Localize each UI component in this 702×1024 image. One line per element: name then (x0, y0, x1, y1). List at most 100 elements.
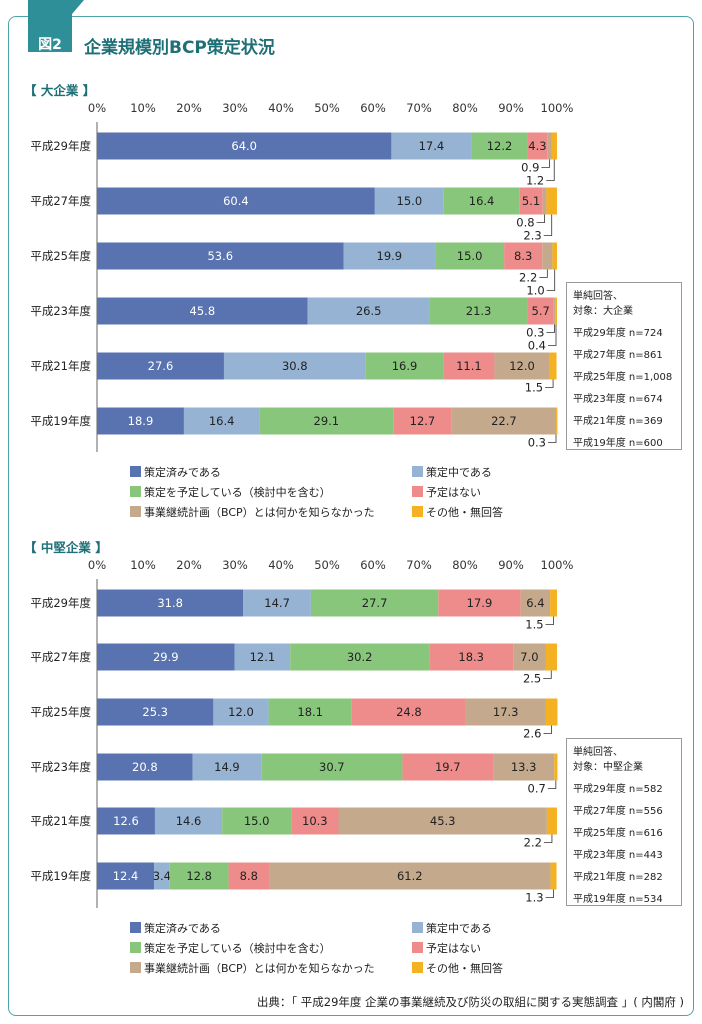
bar-segment (429, 643, 514, 671)
bar-segment (429, 297, 528, 325)
figure-label: 図2 (38, 37, 62, 53)
data-label: 5.1 (522, 194, 540, 208)
data-label: 53.6 (207, 249, 233, 263)
category-label: 平成19年度 (30, 869, 91, 883)
legend-item: 策定済みである (130, 464, 221, 480)
bar-segment (556, 407, 558, 435)
bar-segment (351, 698, 466, 726)
legend-label: 策定済みである (144, 922, 221, 935)
bar-segment (443, 352, 495, 380)
category-label: 平成21年度 (30, 359, 91, 373)
data-label: 2.6 (523, 727, 541, 741)
data-label: 17.3 (493, 705, 519, 719)
bar-segment (435, 242, 505, 270)
note-line: 単純回答、 (573, 747, 623, 758)
data-label: 12.0 (228, 705, 254, 719)
legend-item: 策定を予定している（検討中を含む） (130, 484, 331, 500)
x-tick-label: 100% (541, 101, 574, 115)
data-label: 12.7 (410, 414, 436, 428)
data-label: 1.5 (525, 618, 543, 632)
data-label: 0.3 (528, 436, 546, 450)
bar-segment (551, 132, 557, 160)
bar-segment (550, 862, 557, 890)
data-label: 29.9 (153, 650, 179, 664)
legend-item: その他・無回答 (412, 960, 503, 976)
data-label: 18.1 (297, 705, 323, 719)
x-tick-label: 10% (130, 101, 156, 115)
bar-segment (546, 187, 557, 215)
data-label: 25.3 (142, 705, 168, 719)
data-label: 45.3 (430, 814, 456, 828)
data-label: 1.3 (525, 891, 543, 905)
leader-line (543, 834, 553, 843)
bar-segment (438, 589, 521, 617)
category-label: 平成25年度 (30, 249, 91, 263)
note-n: 平成23年度 n=674 (573, 394, 663, 405)
legend-item: 策定中である (412, 920, 492, 936)
note-n: 平成21年度 n=369 (573, 416, 663, 427)
data-label: 17.4 (419, 139, 445, 153)
category-label: 平成29年度 (30, 139, 91, 153)
bar-segment (243, 589, 311, 617)
bar-segment (527, 132, 548, 160)
bar-segment (553, 297, 556, 325)
data-label: 13.3 (511, 760, 537, 774)
bar-segment (234, 643, 291, 671)
figure-frame (8, 16, 694, 1016)
legend-label: その他・無回答 (426, 962, 503, 975)
data-label: 12.0 (509, 359, 535, 373)
bar-segment (504, 242, 543, 270)
legend-swatch (412, 922, 423, 933)
bar-segment (213, 698, 269, 726)
category-label: 平成27年度 (30, 650, 91, 664)
bar-segment (527, 297, 554, 325)
bar-segment (494, 352, 550, 380)
data-label: 16.4 (469, 194, 495, 208)
data-label: 27.6 (148, 359, 174, 373)
bar-segment (97, 698, 214, 726)
legend-swatch (412, 466, 423, 477)
data-label: 0.7 (528, 782, 546, 796)
note-n: 平成19年度 n=534 (573, 894, 663, 905)
section-label-midsize: 【 中堅企業 】 (24, 540, 108, 555)
note-n: 平成19年度 n=600 (573, 438, 663, 449)
data-label: 27.7 (362, 596, 388, 610)
bar-segment (374, 187, 444, 215)
legend-swatch (412, 942, 423, 953)
legend-label: 予定はない (426, 486, 481, 499)
data-label: 17.9 (467, 596, 493, 610)
data-label: 3.4 (153, 869, 171, 883)
bar-segment (228, 862, 270, 890)
data-label: 19.9 (377, 249, 403, 263)
x-tick-label: 80% (452, 558, 478, 572)
note-n: 平成27年度 n=556 (573, 806, 663, 817)
data-label: 2.3 (523, 229, 541, 243)
leader-line (543, 725, 552, 734)
data-label: 7.0 (520, 650, 538, 664)
category-label: 平成29年度 (30, 596, 91, 610)
data-label: 30.2 (347, 650, 373, 664)
section-label-large: 【 大企業 】 (24, 83, 96, 98)
bar-segment (290, 643, 430, 671)
legend-item: 事業継続計画（BCP）とは何かを知らなかった (130, 960, 375, 976)
data-label: 21.3 (466, 304, 492, 318)
figure-tab-notch (72, 0, 84, 14)
bar-segment (552, 242, 557, 270)
x-tick-label: 60% (360, 558, 386, 572)
note-line: 単純回答、 (573, 291, 623, 302)
data-label: 0.3 (526, 326, 544, 340)
bar-segment (291, 807, 339, 835)
bar-segment (269, 862, 551, 890)
bar-segment (402, 753, 494, 781)
bar-segment (443, 187, 520, 215)
data-label: 64.0 (231, 139, 257, 153)
legend-item: 事業継続計画（BCP）とは何かを知らなかった (130, 504, 375, 520)
bar-segment (520, 589, 551, 617)
sample-size-note: 単純回答、 対象：大企業 平成29年度 n=724 平成27年度 n=861 平… (566, 282, 682, 450)
x-tick-label: 10% (130, 558, 156, 572)
legend-swatch (130, 942, 141, 953)
bar-segment (261, 753, 403, 781)
data-label: 14.9 (214, 760, 240, 774)
legend-swatch (412, 962, 423, 973)
data-label: 16.9 (392, 359, 418, 373)
